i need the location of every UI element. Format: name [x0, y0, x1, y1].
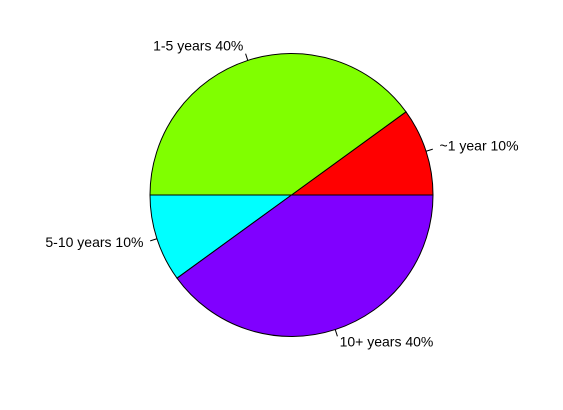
pie-tick-0 — [425, 148, 433, 152]
pie-slice-2 — [149, 194, 294, 279]
pie-slice-0 — [289, 111, 434, 196]
pie-label-1: 1-5 years 40% — [153, 38, 243, 54]
pie-tick-3 — [334, 329, 338, 337]
pie-label-0: ~1 year 10% — [440, 138, 519, 154]
pie-tick-2 — [150, 238, 158, 242]
pie-label-2: 5-10 years 10% — [45, 234, 143, 250]
pie-label-3: 10+ years 40% — [340, 334, 434, 350]
pie-tick-1 — [245, 53, 249, 61]
